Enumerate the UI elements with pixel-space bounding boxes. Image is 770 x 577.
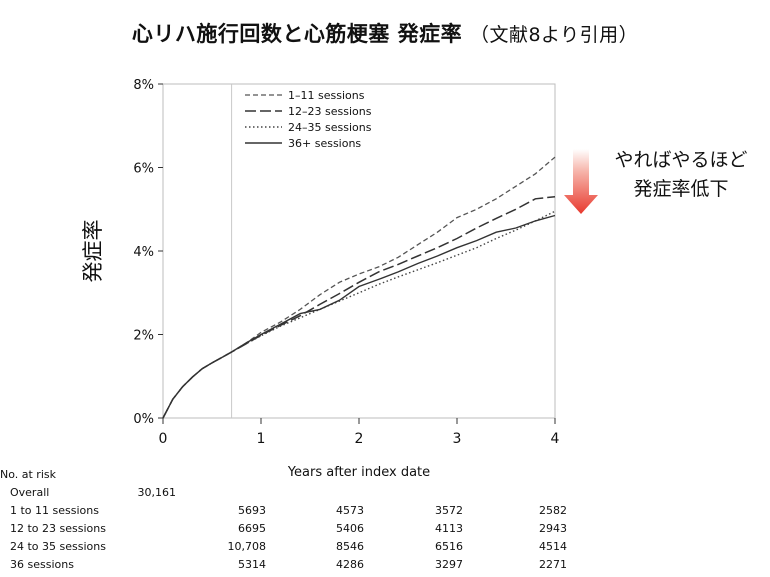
risk-count: 6516: [435, 540, 463, 553]
risk-count: 30,161: [137, 486, 177, 499]
risk-table-header: No. at risk: [0, 468, 56, 481]
legend-label: 12–23 sessions: [288, 105, 372, 118]
risk-table-body: Overall 30,161 1 to 11 sessions 5693 4573 357…: [0, 486, 770, 576]
page-title: 心リハ施行回数と心筋梗塞 発症率 （文献8より引用）: [0, 18, 770, 48]
plot-border: [162, 83, 556, 419]
x-axis: 0 1 2 3 4: [159, 418, 560, 447]
y-axis: 0% 2% 4% 6% 8%: [133, 78, 163, 427]
series-line-1: [162, 156, 556, 419]
risk-count: 2582: [539, 504, 567, 517]
risk-row-label: 12 to 23 sessions: [10, 522, 106, 535]
y-tick-label: 6%: [133, 162, 154, 177]
risk-count: 4573: [336, 504, 364, 517]
y-tick-label: 0%: [133, 412, 154, 427]
x-axis-label: Years after index date: [287, 465, 430, 480]
title-citation: （文献8より引用）: [469, 24, 639, 46]
legend-label: 24–35 sessions: [288, 121, 372, 134]
series-layer: [162, 156, 556, 419]
risk-count: 4286: [336, 558, 364, 571]
conclusion-note: やればやるほど 発症率低下: [596, 146, 766, 204]
risk-row-label: 36 sessions: [10, 558, 74, 571]
x-tick-label: 4: [551, 431, 560, 447]
risk-count: 3297: [435, 558, 463, 571]
series-line-3: [162, 210, 556, 419]
note-line-2: 発症率低下: [633, 178, 729, 200]
legend-label: 1–11 sessions: [288, 89, 365, 102]
risk-table-row: Overall 30,161: [0, 486, 770, 504]
risk-count: 10,708: [227, 540, 267, 553]
risk-table-row: 1 to 11 sessions 5693 4573 3572 2582: [0, 504, 770, 522]
risk-count: 4514: [539, 540, 567, 553]
risk-count: 5406: [336, 522, 364, 535]
risk-count: 2943: [539, 522, 567, 535]
series-line-2: [162, 195, 556, 419]
legend-label: 36+ sessions: [288, 137, 361, 150]
x-tick-label: 1: [257, 431, 266, 447]
y-tick-label: 2%: [133, 329, 154, 344]
risk-table-row: 24 to 35 sessions 10,708 8546 6516 4514: [0, 540, 770, 558]
risk-count: 3572: [435, 504, 463, 517]
risk-table-header-row: No. at risk: [0, 468, 770, 486]
risk-table-row: 36 sessions 5314 4286 3297 2271: [0, 558, 770, 576]
y-axis-label: 発症率: [81, 220, 105, 283]
risk-table: No. at risk Overall 30,161 1 to 11 session…: [0, 468, 770, 576]
series-line-4: [162, 214, 556, 419]
risk-count: 5693: [238, 504, 266, 517]
risk-row-label: 1 to 11 sessions: [10, 504, 99, 517]
risk-table-row: 12 to 23 sessions 6695 5406 4113 2943: [0, 522, 770, 540]
legend: 1–11 sessions 12–23 sessions 24–35 session…: [245, 89, 372, 150]
x-tick-label: 3: [453, 431, 462, 447]
y-tick-label: 4%: [133, 245, 154, 260]
risk-row-label: 24 to 35 sessions: [10, 540, 106, 553]
title-main: 心リハ施行回数と心筋梗塞 発症率: [131, 22, 463, 46]
x-tick-label: 0: [159, 431, 168, 447]
y-tick-label: 8%: [133, 78, 154, 93]
risk-count: 2271: [539, 558, 567, 571]
x-tick-label: 2: [355, 431, 364, 447]
risk-count: 4113: [435, 522, 463, 535]
risk-count: 5314: [238, 558, 266, 571]
note-line-1: やればやるほど: [614, 149, 748, 171]
down-arrow-icon: [564, 149, 598, 214]
risk-count: 8546: [336, 540, 364, 553]
risk-count: 6695: [238, 522, 266, 535]
risk-row-label: Overall: [10, 486, 50, 499]
plot-frame: [162, 83, 556, 419]
